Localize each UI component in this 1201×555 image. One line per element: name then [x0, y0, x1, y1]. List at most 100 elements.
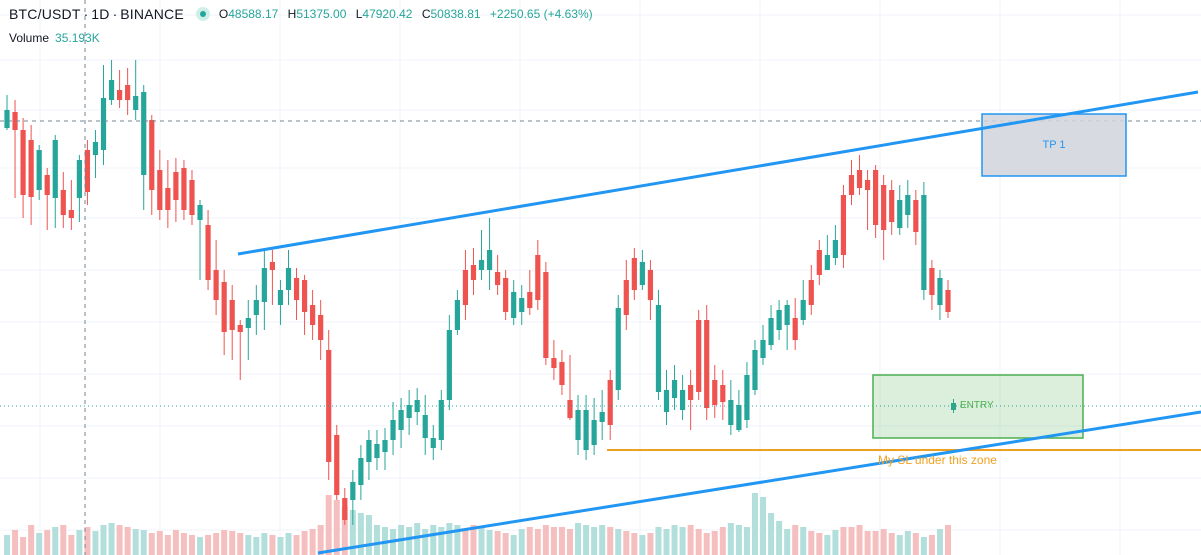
volume-bar: [301, 531, 308, 555]
volume-bar: [205, 535, 212, 555]
volume-bar: [309, 529, 316, 555]
candle-body: [141, 92, 147, 175]
candle-body: [422, 415, 428, 438]
volume-bar: [864, 531, 871, 555]
volume-bar: [108, 523, 115, 555]
volume-bar: [856, 525, 863, 555]
candle-body: [398, 410, 404, 430]
open-label: O: [218, 7, 229, 21]
volume-bar: [245, 535, 252, 555]
candle-body: [945, 290, 951, 312]
volume-bar: [784, 529, 791, 555]
volume-bar: [12, 530, 19, 555]
volume-bar: [478, 527, 485, 555]
candle-body: [382, 440, 388, 452]
volume-bar: [349, 510, 356, 555]
volume-bar: [896, 535, 903, 555]
candle-body: [165, 188, 171, 210]
candle-body: [752, 350, 758, 390]
volume-bar: [148, 533, 155, 555]
candle-body: [478, 260, 485, 270]
candle-body: [679, 390, 686, 410]
volume-bar: [357, 513, 364, 555]
candle-body: [728, 400, 734, 425]
volume-bar: [542, 525, 549, 555]
volume-bar: [768, 513, 775, 555]
candle-body: [792, 318, 798, 340]
volume-bar: [132, 529, 139, 555]
candle-body: [205, 225, 211, 280]
close-label: C: [421, 7, 431, 21]
symbol-name[interactable]: BTC/USDT: [9, 6, 81, 22]
volume-bar: [269, 535, 276, 555]
volume-bar: [792, 525, 799, 555]
candle-body: [108, 80, 115, 100]
volume-bar: [880, 529, 887, 555]
interval-label[interactable]: 1D: [91, 6, 110, 22]
candle-body: [631, 258, 637, 290]
candle-body: [245, 318, 251, 328]
volume-bar: [639, 535, 646, 555]
channel-lower-line: [317, 410, 1201, 555]
volume-bar: [534, 529, 541, 555]
candle-body: [133, 96, 139, 110]
volume-bar: [454, 525, 461, 555]
volume-bar: [28, 525, 35, 555]
candle-body: [776, 310, 782, 330]
candle-body: [607, 380, 613, 425]
volume-bar: [607, 527, 614, 555]
candle-body: [921, 195, 927, 290]
volume-bar: [494, 531, 501, 555]
candle-body: [639, 262, 645, 285]
volume-bar: [422, 529, 429, 555]
candle-body: [768, 318, 774, 345]
volume-bar: [510, 535, 517, 555]
candle-body: [438, 400, 444, 440]
volume-bar: [84, 527, 91, 555]
candle-body: [535, 255, 541, 300]
candle-body: [76, 160, 82, 198]
volume-bar: [317, 525, 324, 555]
candle-body: [253, 300, 259, 315]
candle-body: [881, 185, 887, 230]
candle-body: [293, 278, 300, 300]
candle-body: [704, 320, 710, 408]
candle-body: [816, 250, 822, 275]
high-label: H: [287, 7, 297, 21]
volume-bar: [261, 533, 268, 555]
volume-bar: [558, 527, 565, 555]
candle-body: [390, 420, 396, 440]
candle-body: [374, 444, 380, 458]
volume-bar: [888, 533, 895, 555]
entry-zone: [872, 374, 1084, 439]
volume-bar: [52, 527, 59, 555]
volume-bar: [60, 525, 67, 555]
volume-bar: [124, 527, 131, 555]
volume-label[interactable]: Volume: [9, 31, 50, 45]
candle-body: [197, 205, 203, 220]
candle-body: [350, 482, 356, 500]
volume-bar: [100, 525, 107, 555]
candle-body: [12, 112, 18, 130]
volume-bar: [599, 525, 606, 555]
candle-body: [848, 175, 855, 195]
volume-bar: [221, 530, 228, 555]
exchange-label: BINANCE: [120, 6, 184, 22]
candle-body: [527, 292, 533, 308]
volume-bar: [253, 537, 260, 555]
market-status-icon[interactable]: [195, 7, 210, 21]
candle-body: [824, 255, 830, 270]
volume-bar: [703, 533, 710, 555]
volume-bar: [695, 529, 702, 555]
volume-bar: [751, 493, 758, 555]
volume-bar: [92, 531, 99, 555]
candle-body: [229, 300, 235, 330]
volume-bar: [735, 525, 742, 555]
candle-body: [873, 170, 879, 225]
volume-bar: [188, 535, 195, 555]
candle-body: [100, 98, 107, 150]
candle-body: [712, 380, 718, 405]
candle-body: [430, 438, 436, 448]
